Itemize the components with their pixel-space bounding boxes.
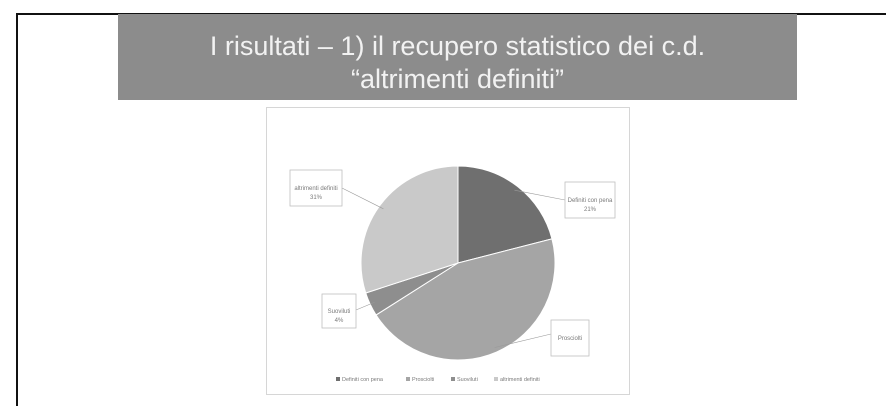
pie-leader-lines [341,187,566,348]
leader-line-prosciolti [494,333,552,348]
slide-title-band: I risultati – 1) il recupero statistico … [118,14,797,100]
leader-line-altrimenti [341,187,384,210]
pie-chart-container: Definiti con pena 21% Prosciolti Suovilu… [266,107,630,395]
slice-label-altrimenti-line3: 31% [310,195,323,201]
slice-label-definiti-line3: 21% [584,207,597,213]
slice-label-definiti: Definiti con pena 21% [564,181,616,219]
slice-label-box-definiti [564,181,616,219]
legend-swatch-altrimenti [494,377,498,381]
slice-label-suoviluti: Suoviluti 4% [321,293,357,329]
pie-slices [360,165,556,361]
slice-label-box-altrimenti [289,169,343,207]
legend-label-altrimenti: altrimenti definiti [500,377,540,383]
slice-label-altrimenti-line2: altrimenti definiti [294,186,337,192]
slice-label-suoviluti-line2: Suoviluti [328,309,351,315]
legend-swatch-prosciolti [406,377,410,381]
pie-slice-altrimenti [360,165,459,294]
legend-label-suoviluti: Suoviluti [457,377,478,383]
leader-line-definiti [514,189,566,201]
legend-swatch-definiti [336,377,340,381]
slice-label-altrimenti: altrimenti definiti 31% [289,169,343,207]
leader-line-suoviluti [355,301,375,311]
slice-label-box-prosciolti [550,319,590,357]
legend-swatch-suoviluti [451,377,455,381]
slice-label-box-suoviluti [321,293,357,329]
slice-label-definiti-line2: Definiti con pena [568,198,613,204]
legend-label-prosciolti: Prosciolti [412,377,434,383]
legend-label-definiti: Definiti con pena [342,377,384,383]
pie-chart-svg: Definiti con pena 21% Prosciolti Suovilu… [289,165,616,383]
slide-title-line-1: I risultati – 1) il recupero statistico … [209,31,706,61]
slice-label-prosciolti: Prosciolti [550,319,590,357]
slice-label-suoviluti-line3: 4% [335,318,344,324]
pie-slice-prosciolti [375,238,556,361]
pie-slice-definiti [457,165,553,264]
slide-title-line-2: “altrimenti definiti” [350,64,565,94]
slice-label-prosciolti-line2: Prosciolti [558,336,582,342]
slide-frame-left-border [16,13,18,406]
chart-legend: Definiti con pena Prosciolti Suoviluti a… [336,377,540,383]
